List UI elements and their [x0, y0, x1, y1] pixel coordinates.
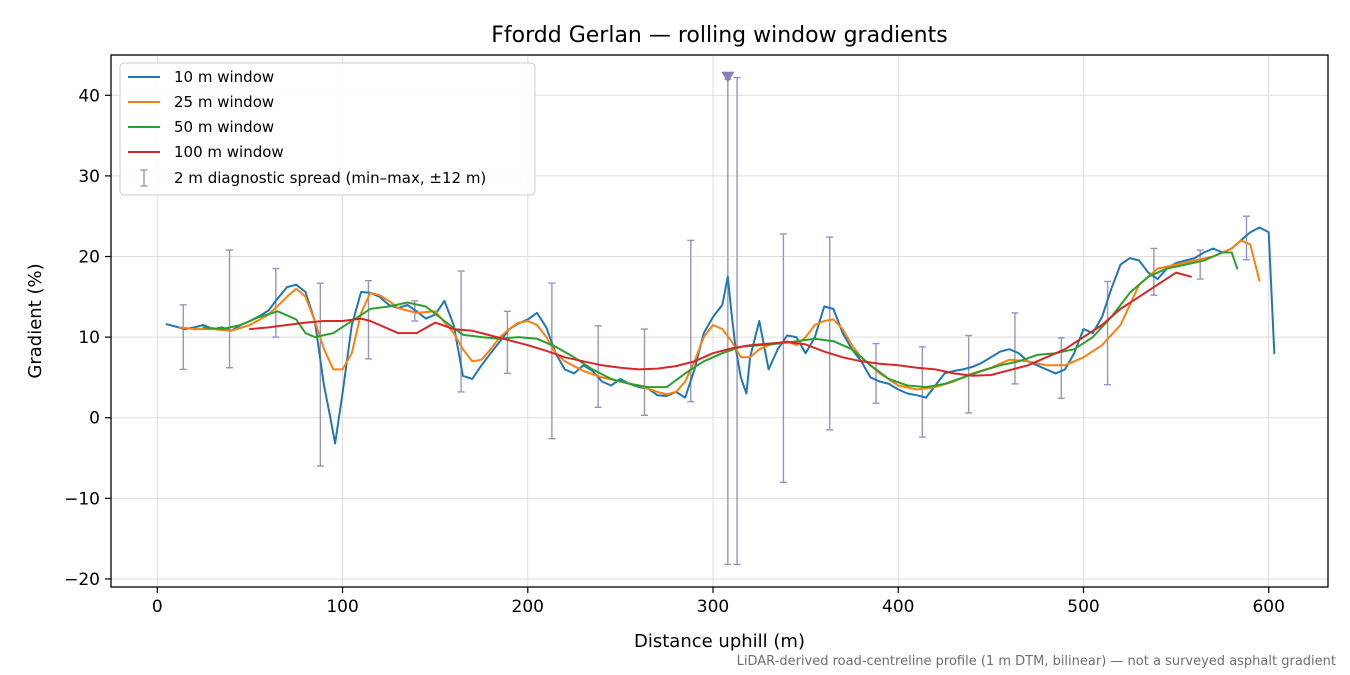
series-line-50-m-window — [202, 251, 1239, 389]
y-tick-label: 20 — [78, 248, 100, 268]
error-bars — [179, 71, 1250, 566]
legend-errorbar-swatch — [140, 169, 148, 187]
y-tick-label: 30 — [78, 167, 100, 187]
errorbar — [733, 76, 741, 566]
y-axis-label: Gradient (%) — [25, 263, 46, 378]
legend: 10 m window 25 m window 50 m window 100 m w… — [119, 62, 536, 196]
errorbar — [594, 325, 602, 408]
axis-ticks: 0 100 200 300 400 500 600 −20 −10 0 10 20 30 40 — [64, 86, 1285, 617]
legend-label: 25 m window — [174, 93, 274, 111]
legend-label: 100 m window — [174, 143, 284, 161]
errorbar — [179, 304, 187, 371]
errorbar — [457, 270, 465, 393]
series-line-25-m-window — [178, 239, 1261, 396]
x-tick-label: 100 — [326, 597, 358, 617]
x-tick-label: 500 — [1067, 597, 1099, 617]
errorbar — [1011, 312, 1019, 385]
errorbar — [226, 249, 234, 369]
legend-label: 50 m window — [174, 118, 274, 136]
clipped-range-marker — [721, 71, 735, 83]
x-tick-label: 0 — [152, 597, 163, 617]
legend-box — [119, 62, 536, 196]
errorbar — [724, 78, 732, 566]
x-tick-label: 200 — [512, 597, 544, 617]
footnote: LiDAR-derived road-centreline profile (1… — [737, 654, 1336, 669]
series-lines — [165, 226, 1276, 445]
errorbar — [779, 233, 787, 483]
errorbar — [1057, 337, 1065, 400]
legend-label: 2 m diagnostic spread (min–max, ±12 m) — [174, 169, 486, 187]
legend-label: 10 m window — [174, 68, 274, 86]
x-tick-label: 600 — [1252, 597, 1284, 617]
y-tick-label: −20 — [64, 570, 100, 590]
y-tick-label: −10 — [64, 489, 100, 509]
errorbar — [1242, 215, 1250, 261]
errorbar — [872, 342, 880, 404]
series-line-100-m-window — [248, 271, 1192, 377]
x-tick-label: 300 — [697, 597, 729, 617]
chart-title: Ffordd Gerlan — rolling window gradients — [491, 23, 947, 48]
x-axis-label: Distance uphill (m) — [634, 631, 805, 652]
errorbar — [687, 239, 695, 403]
errorbar — [548, 282, 556, 440]
errorbar — [316, 282, 324, 467]
y-tick-label: 0 — [89, 409, 100, 429]
errorbar — [826, 236, 834, 431]
y-tick-label: 10 — [78, 328, 100, 348]
series-line-10-m-window — [165, 226, 1276, 445]
plot-frame — [110, 54, 1329, 588]
y-tick-label: 40 — [78, 86, 100, 106]
x-tick-label: 400 — [882, 597, 914, 617]
errorbar — [918, 346, 926, 438]
errorbar — [640, 328, 648, 417]
errorbar — [503, 310, 511, 375]
